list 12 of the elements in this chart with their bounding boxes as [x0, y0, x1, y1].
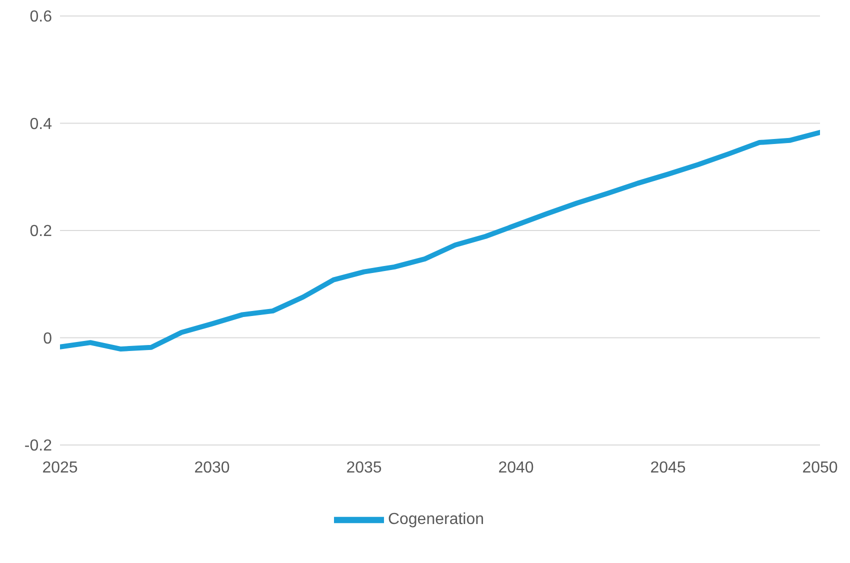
- x-tick-label: 2030: [194, 459, 230, 476]
- x-tick-label: 2050: [802, 459, 838, 476]
- x-tick-label: 2045: [650, 459, 686, 476]
- y-tick-label: 0.2: [30, 223, 52, 240]
- y-tick-label: -0.2: [24, 438, 52, 455]
- y-tick-label: 0.4: [30, 116, 52, 133]
- legend-label: Cogeneration: [388, 511, 484, 528]
- x-tick-label: 2040: [498, 459, 534, 476]
- x-tick-label: 2025: [42, 459, 78, 476]
- y-tick-label: 0: [43, 330, 52, 348]
- x-tick-label: 2035: [346, 459, 382, 476]
- y-tick-label: 0.6: [30, 8, 52, 26]
